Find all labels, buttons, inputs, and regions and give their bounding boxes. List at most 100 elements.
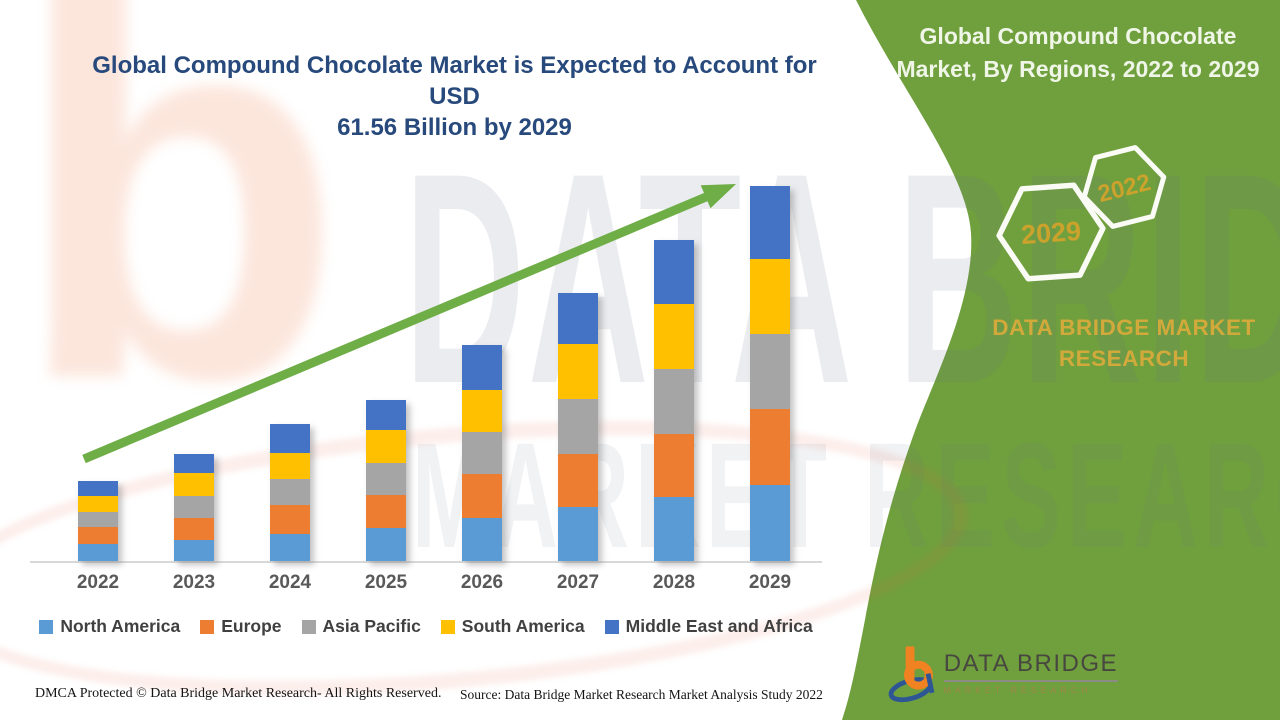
x-axis-line xyxy=(30,561,822,563)
bar-2025 xyxy=(366,400,406,561)
x-axis-label-2029: 2029 xyxy=(748,572,792,593)
company-logo: DATA BRIDGE MARKET RESEARCH xyxy=(888,634,1118,710)
legend-label-south-america: South America xyxy=(461,616,585,636)
hexagon-2022: 2022 xyxy=(1081,145,1167,229)
bar-segment-europe-2024 xyxy=(270,504,310,535)
x-axis-label-2025: 2025 xyxy=(364,572,408,593)
bar-segment-europe-2025 xyxy=(366,495,406,529)
legend-item-north-america: North America xyxy=(39,616,180,637)
x-axis-label-2024: 2024 xyxy=(268,572,312,593)
bar-segment-europe-2029 xyxy=(750,409,790,485)
legend-label-europe: Europe xyxy=(221,616,282,636)
x-axis-label-2026: 2026 xyxy=(460,572,504,593)
bar-segment-south-america-2025 xyxy=(366,430,406,463)
x-axis-label-2028: 2028 xyxy=(652,572,696,593)
page-title-line2: 61.56 Billion by 2029 xyxy=(337,114,572,141)
hexagon-2029: 2029 xyxy=(996,182,1106,282)
dmca-notice: DMCA Protected © Data Bridge Market Rese… xyxy=(35,686,442,701)
legend-label-asia-pacific: Asia Pacific xyxy=(322,616,421,636)
bar-segment-asia-pacific-2027 xyxy=(558,398,598,454)
bar-segment-asia-pacific-2024 xyxy=(270,478,310,505)
legend-label-middle-east-and-africa: Middle East and Africa xyxy=(625,616,813,636)
bar-2026 xyxy=(462,345,502,561)
bar-2028 xyxy=(654,239,694,561)
bar-segment-middle-east-and-africa-2024 xyxy=(270,424,310,453)
bar-segment-middle-east-and-africa-2026 xyxy=(462,345,502,391)
bar-segment-europe-2022 xyxy=(78,526,118,544)
panel-heading: Global Compound Chocolate Market, By Reg… xyxy=(884,20,1272,86)
bar-segment-south-america-2029 xyxy=(750,259,790,335)
bar-2024 xyxy=(270,424,310,561)
hexagon-2029-outline xyxy=(996,182,1106,282)
bar-segment-asia-pacific-2028 xyxy=(654,368,694,435)
x-axis-label-2027: 2027 xyxy=(556,572,600,593)
bar-2023 xyxy=(174,454,214,561)
logo-text: DATA BRIDGE MARKET RESEARCH xyxy=(943,650,1118,695)
bar-2027 xyxy=(558,292,598,561)
logo-tagline: MARKET RESEARCH xyxy=(943,684,1092,695)
logo-d-stem xyxy=(925,673,935,694)
bar-2029 xyxy=(750,185,790,561)
hexagon-2022-label: 2022 xyxy=(1095,169,1153,208)
bar-segment-middle-east-and-africa-2027 xyxy=(558,292,598,345)
legend-swatch-europe xyxy=(200,619,215,634)
logo-name: DATA BRIDGE xyxy=(943,650,1118,682)
bar-segment-north-america-2023 xyxy=(174,540,214,561)
bar-segment-middle-east-and-africa-2022 xyxy=(78,480,118,497)
bar-segment-north-america-2026 xyxy=(462,517,502,561)
hexagon-2029-label: 2029 xyxy=(1020,216,1082,250)
bar-segment-north-america-2028 xyxy=(654,497,694,561)
x-axis-label-2023: 2023 xyxy=(172,572,216,593)
bar-segment-south-america-2022 xyxy=(78,496,118,512)
bar-segment-asia-pacific-2025 xyxy=(366,462,406,496)
legend-swatch-north-america xyxy=(39,619,54,634)
legend-item-south-america: South America xyxy=(440,616,585,637)
chart-legend: North America Europe Asia Pacific South Ame… xyxy=(30,616,822,637)
bar-segment-europe-2023 xyxy=(174,518,214,541)
bar-segment-europe-2027 xyxy=(558,453,598,507)
legend-item-asia-pacific: Asia Pacific xyxy=(301,616,421,637)
bar-segment-north-america-2025 xyxy=(366,528,406,561)
legend-label-north-america: North America xyxy=(60,616,181,636)
bar-segment-north-america-2024 xyxy=(270,534,310,561)
panel-heading-line1: Global Compound Chocolate xyxy=(919,23,1237,49)
bar-segment-middle-east-and-africa-2028 xyxy=(654,239,694,304)
hexagon-2022-outline xyxy=(1081,145,1167,229)
panel-brand-text: DATA BRIDGE MARKET RESEARCH xyxy=(992,315,1256,371)
legend-swatch-middle-east-and-africa xyxy=(604,619,619,634)
legend-swatch-south-america xyxy=(440,619,455,634)
legend-swatch-asia-pacific xyxy=(301,619,316,634)
bar-segment-middle-east-and-africa-2025 xyxy=(366,400,406,431)
panel-heading-line2: Market, By Regions, 2022 to 2029 xyxy=(896,56,1260,82)
trend-arrow-shaft xyxy=(82,192,708,464)
legend-item-middle-east-and-africa: Middle East and Africa xyxy=(604,616,813,637)
trend-arrow-head xyxy=(700,184,736,209)
bar-segment-north-america-2029 xyxy=(750,484,790,561)
bar-segment-asia-pacific-2029 xyxy=(750,334,790,410)
bar-segment-asia-pacific-2022 xyxy=(78,511,118,527)
bar-segment-europe-2028 xyxy=(654,434,694,497)
logo-b-bowl xyxy=(904,660,933,690)
bar-segment-north-america-2022 xyxy=(78,543,118,561)
bar-segment-south-america-2028 xyxy=(654,303,694,369)
x-axis-label-2022: 2022 xyxy=(76,572,120,593)
page-title-line1: Global Compound Chocolate Market is Expe… xyxy=(92,52,817,110)
bar-segment-europe-2026 xyxy=(462,474,502,518)
bar-segment-asia-pacific-2026 xyxy=(462,432,502,475)
bar-segment-middle-east-and-africa-2029 xyxy=(750,185,790,260)
bar-2022 xyxy=(78,480,118,561)
bar-segment-south-america-2023 xyxy=(174,473,214,497)
source-note: Source: Data Bridge Market Research Mark… xyxy=(460,687,823,702)
legend-item-europe: Europe xyxy=(200,616,282,637)
bar-segment-south-america-2026 xyxy=(462,390,502,433)
bar-segment-north-america-2027 xyxy=(558,506,598,561)
logo-monogram-icon xyxy=(888,646,935,703)
bar-segment-south-america-2027 xyxy=(558,344,598,399)
side-panel-shape xyxy=(842,0,1280,720)
bar-segment-south-america-2024 xyxy=(270,452,310,479)
